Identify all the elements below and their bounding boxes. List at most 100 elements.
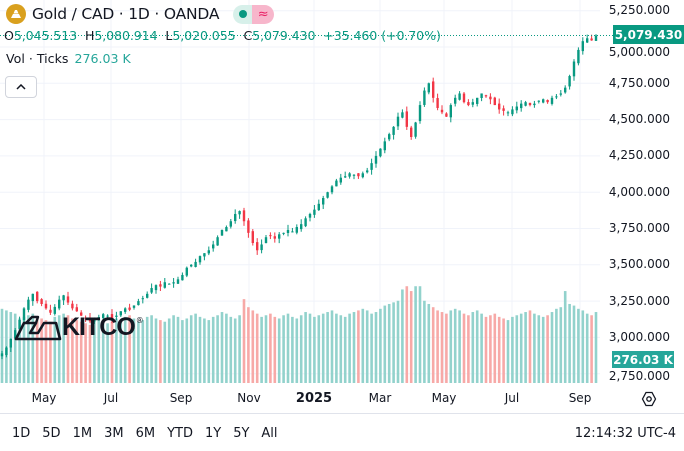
volume-bar (401, 289, 404, 383)
close-label: C (243, 28, 253, 43)
volume-bar (321, 313, 325, 383)
volume-bar (75, 320, 79, 383)
candle-body (379, 148, 382, 157)
candle-body (352, 174, 356, 176)
chart-settings-icon[interactable] (641, 391, 657, 407)
candle-body (401, 112, 404, 118)
range-button-5y[interactable]: 5Y (233, 426, 250, 441)
volume-bar (387, 303, 391, 383)
candle-body (511, 109, 514, 115)
candle-body (405, 111, 408, 127)
candle-body (80, 312, 83, 316)
kitco-watermark: KITCO ® (14, 313, 144, 342)
candle-body (238, 211, 241, 215)
low-label: L (165, 28, 173, 43)
price-axis-label: 4,250.000 (608, 148, 670, 163)
volume-bar (203, 318, 206, 383)
range-button-5d[interactable]: 5D (42, 426, 61, 441)
range-button-3m[interactable]: 3M (104, 426, 124, 441)
volume-bar (343, 316, 347, 383)
volume-bar (128, 315, 131, 383)
candle-body (216, 237, 219, 246)
candle-body (97, 317, 100, 319)
volume-bar (22, 316, 26, 383)
open-value: 5,045.513 (13, 28, 78, 43)
candle-body (119, 311, 122, 316)
candle-body (102, 314, 105, 319)
volume-bar (79, 321, 83, 383)
change-percent: (+0.70%) (381, 28, 441, 43)
candle-body (432, 81, 435, 98)
range-button-1m[interactable]: 1M (72, 426, 93, 441)
volume-bar (348, 313, 351, 383)
candle-body (572, 61, 576, 77)
volume-bar (440, 312, 444, 383)
volume-bar (0, 308, 4, 383)
candle-body (75, 307, 78, 312)
volume-bar (409, 291, 413, 383)
volume-bar (264, 315, 268, 383)
registered-mark: ® (135, 316, 144, 325)
high-label: H (84, 28, 95, 43)
range-button-1y[interactable]: 1Y (204, 426, 222, 441)
candle-body (440, 109, 444, 113)
volume-bar (379, 308, 382, 383)
range-button-1d[interactable]: 1D (12, 426, 31, 441)
range-button-ytd[interactable]: YTD (167, 426, 193, 441)
volume-bar (352, 312, 356, 383)
range-button-all[interactable]: All (261, 426, 278, 441)
candle-body (220, 229, 224, 236)
volume-bar (132, 318, 136, 383)
range-button-6m[interactable]: 6M (135, 426, 156, 441)
time-axis-label: Nov (237, 391, 261, 405)
candle-body (172, 282, 175, 284)
volume-bar (282, 315, 285, 383)
candle-body (313, 209, 316, 215)
time-axis-label: 2025 (295, 391, 333, 406)
volume-bar (163, 321, 167, 383)
candle-body (533, 103, 536, 106)
volume-bar (247, 307, 250, 383)
candle-body (278, 234, 281, 239)
time-axis-label: Jul (103, 391, 119, 405)
volume-bar (506, 320, 510, 383)
volume-bar (577, 308, 580, 383)
volume-bar (27, 315, 30, 383)
volume-bar (93, 321, 96, 383)
change-value: +35.460 (323, 28, 378, 43)
volume-bar (71, 318, 74, 383)
candle-body (392, 126, 395, 135)
candle-body (62, 295, 65, 301)
volume-bar (317, 315, 321, 383)
candle-body (124, 308, 127, 312)
candle-body (322, 198, 325, 205)
candle-body (225, 227, 228, 232)
candle-body (524, 102, 527, 106)
candle-body (480, 93, 483, 99)
candle-body (300, 224, 303, 230)
candle-body (282, 232, 285, 234)
candle-body (546, 100, 549, 103)
price-axis-label: 4,500.000 (608, 112, 670, 127)
candle-body (449, 105, 452, 118)
time-axis-label: Sep (169, 391, 193, 405)
candle-body (467, 102, 470, 106)
candle-body (484, 95, 488, 97)
candle-body (115, 315, 118, 317)
candle-body (27, 299, 30, 310)
candle-body (141, 298, 144, 300)
symbol-title[interactable]: Gold / CAD · 1D · OANDA (32, 5, 220, 23)
volume-bar (251, 310, 255, 383)
gold-bars-icon (6, 4, 26, 24)
volume-bar (225, 313, 228, 383)
candle-body (396, 116, 400, 127)
clock-timezone[interactable]: 12:14:32 UTC-4 (574, 426, 676, 441)
candle-body (515, 106, 518, 111)
collapse-legend-button[interactable] (5, 76, 37, 98)
status-pill[interactable]: ≈ (233, 4, 275, 24)
chart-header: Gold / CAD · 1D · OANDA ≈ (6, 4, 275, 24)
volume-bar (458, 310, 461, 383)
volume-bar (62, 313, 65, 383)
candle-body (476, 97, 479, 104)
